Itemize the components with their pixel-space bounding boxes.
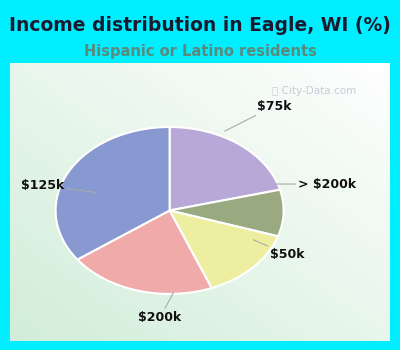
Text: $75k: $75k	[225, 100, 291, 131]
Text: Income distribution in Eagle, WI (%): Income distribution in Eagle, WI (%)	[9, 16, 391, 35]
Text: > $200k: > $200k	[276, 177, 356, 190]
Wedge shape	[77, 210, 212, 294]
Wedge shape	[170, 210, 278, 288]
Text: $125k: $125k	[21, 179, 96, 192]
Wedge shape	[170, 127, 280, 210]
Wedge shape	[170, 190, 284, 236]
Text: Hispanic or Latino residents: Hispanic or Latino residents	[84, 44, 316, 59]
Text: $200k: $200k	[138, 293, 182, 324]
Wedge shape	[56, 127, 170, 260]
Text: ⓘ City-Data.com: ⓘ City-Data.com	[272, 86, 356, 96]
Text: $50k: $50k	[253, 240, 305, 261]
